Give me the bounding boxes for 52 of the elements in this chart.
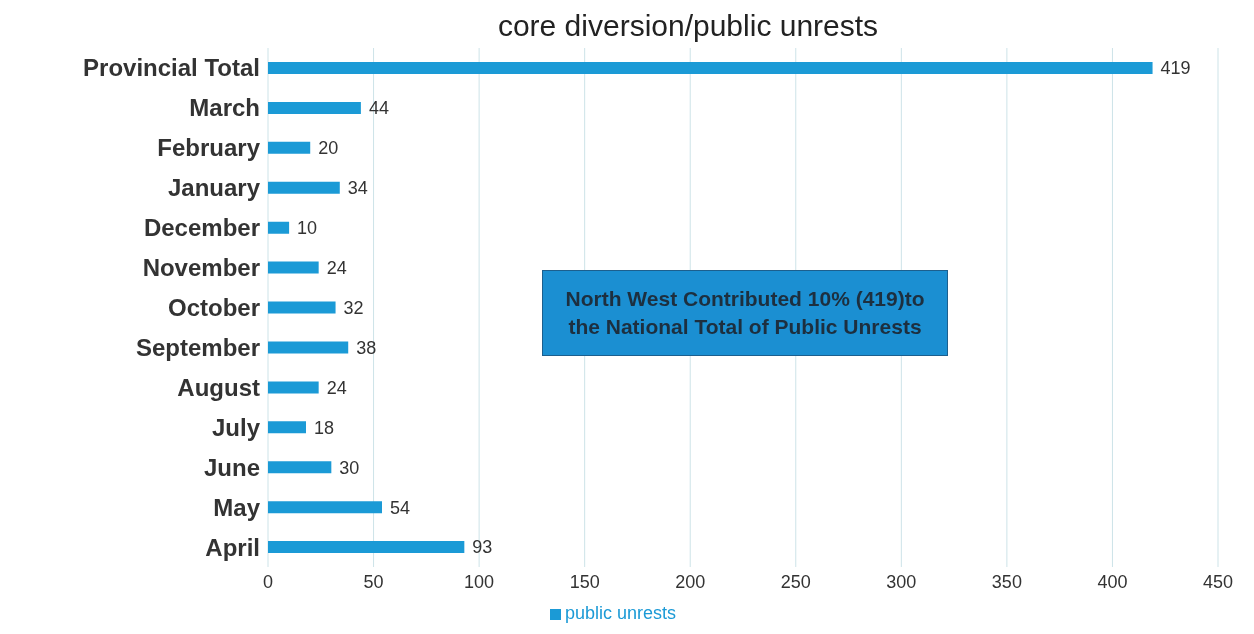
x-tick-label: 0 <box>262 571 274 592</box>
data-label: 54 <box>390 497 411 518</box>
chart-title: core diversion/public unrests <box>496 8 880 44</box>
data-label: 32 <box>343 297 364 318</box>
bar <box>268 461 332 474</box>
bar <box>268 421 306 434</box>
y-tick-label: May <box>213 493 261 521</box>
data-label: 18 <box>314 417 335 438</box>
legend-label: public unrests <box>564 603 677 623</box>
x-tick-label: 450 <box>1202 571 1234 592</box>
y-tick-label: June <box>203 453 260 481</box>
bar <box>268 261 319 274</box>
x-tick-label: 150 <box>569 571 600 592</box>
annotation: North West Contributed 10% (419)to the National Total of Public Unrests <box>542 270 948 356</box>
y-tick-label: August <box>177 373 260 401</box>
y-tick-label: January <box>167 174 261 202</box>
x-tick-label: 350 <box>991 571 1022 592</box>
y-tick-label: September <box>135 333 260 361</box>
x-tick-label: 200 <box>675 571 706 592</box>
y-tick-label: November <box>142 254 260 282</box>
bar <box>268 301 336 314</box>
x-tick-label: 100 <box>464 571 495 592</box>
y-tick-label: October <box>167 294 260 322</box>
bar <box>268 141 311 154</box>
y-tick-label: February <box>157 134 261 162</box>
bar <box>268 221 290 234</box>
data-label: 30 <box>339 457 360 478</box>
x-tick-label: 50 <box>363 571 384 592</box>
data-label: 93 <box>472 537 493 558</box>
data-label: 44 <box>368 98 389 119</box>
data-label: 24 <box>326 377 347 398</box>
data-label: 419 <box>1160 58 1191 79</box>
x-tick-label: 400 <box>1097 571 1128 592</box>
data-label: 24 <box>326 258 347 279</box>
bar <box>268 62 1153 74</box>
data-label: 38 <box>356 337 377 358</box>
bar <box>268 381 319 394</box>
y-tick-label: Provincial Total <box>83 54 260 82</box>
bar <box>268 341 349 354</box>
y-tick-label: April <box>205 533 260 561</box>
y-tick-label: July <box>211 413 261 441</box>
data-label: 10 <box>297 218 318 239</box>
data-label: 34 <box>347 178 368 199</box>
y-tick-label: March <box>189 94 260 122</box>
x-tick-label: 300 <box>886 571 917 592</box>
x-tick-label: 250 <box>780 571 811 592</box>
bar <box>268 501 382 514</box>
bar <box>268 181 340 194</box>
y-tick-label: December <box>143 214 260 242</box>
bar <box>268 541 465 554</box>
bar <box>268 101 361 114</box>
data-label: 20 <box>318 138 339 159</box>
